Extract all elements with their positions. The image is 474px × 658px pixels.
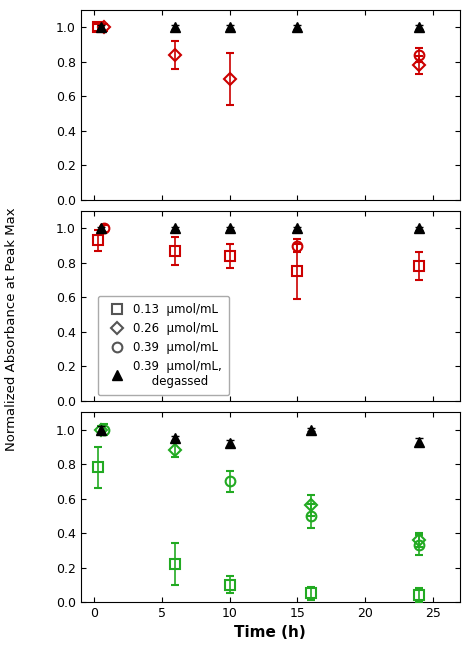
X-axis label: Time (h): Time (h)	[234, 626, 306, 640]
Legend: 0.13  μmol/mL, 0.26  μmol/mL, 0.39  μmol/mL, 0.39  μmol/mL,
     degassed: 0.13 μmol/mL, 0.26 μmol/mL, 0.39 μmol/mL…	[98, 296, 229, 395]
Text: Normalized Absorbance at Peak Max: Normalized Absorbance at Peak Max	[5, 207, 18, 451]
